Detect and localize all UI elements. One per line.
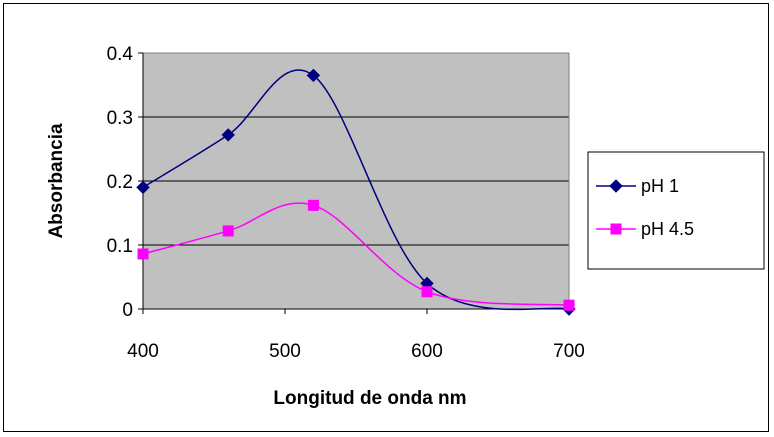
data-point [306,68,321,83]
y-tick-label: 0.3 [107,108,133,129]
data-point [222,225,234,237]
y-tick-label: 0.2 [107,172,133,193]
y-tick-label: 0.4 [107,44,134,65]
data-point [307,199,319,211]
x-tick-label: 400 [127,341,159,362]
data-point [221,128,235,142]
data-point [137,248,149,260]
y-tick-labels: 0 0.1 0.2 0.3 0.4 [107,44,143,321]
legend-marker [610,223,622,235]
series-layer [136,68,576,316]
x-tick-label: 600 [411,341,443,362]
data-point [421,286,433,298]
data-point [563,299,575,311]
y-tick-label: 0 [122,300,133,321]
legend-box [587,151,765,270]
legend-marker [609,179,623,193]
series-ph-4-5-line [142,202,570,306]
legend-label: pH 1 [641,176,679,196]
y-axis-title: Absorbancia [46,123,67,239]
x-tick-label: 500 [269,341,301,362]
x-axis-title: Longitud de onda nm [273,388,466,409]
legend-label: pH 4.5 [641,219,694,239]
series-ph-4-5 [137,199,575,311]
legend: pH 1 pH 4.5 [587,151,765,270]
data-point [136,180,150,195]
y-tick-label: 0.1 [107,236,133,257]
x-tick-labels: 400 500 600 700 [127,309,585,362]
series-ph-1-line [142,69,570,311]
x-tick-label: 700 [553,341,585,362]
